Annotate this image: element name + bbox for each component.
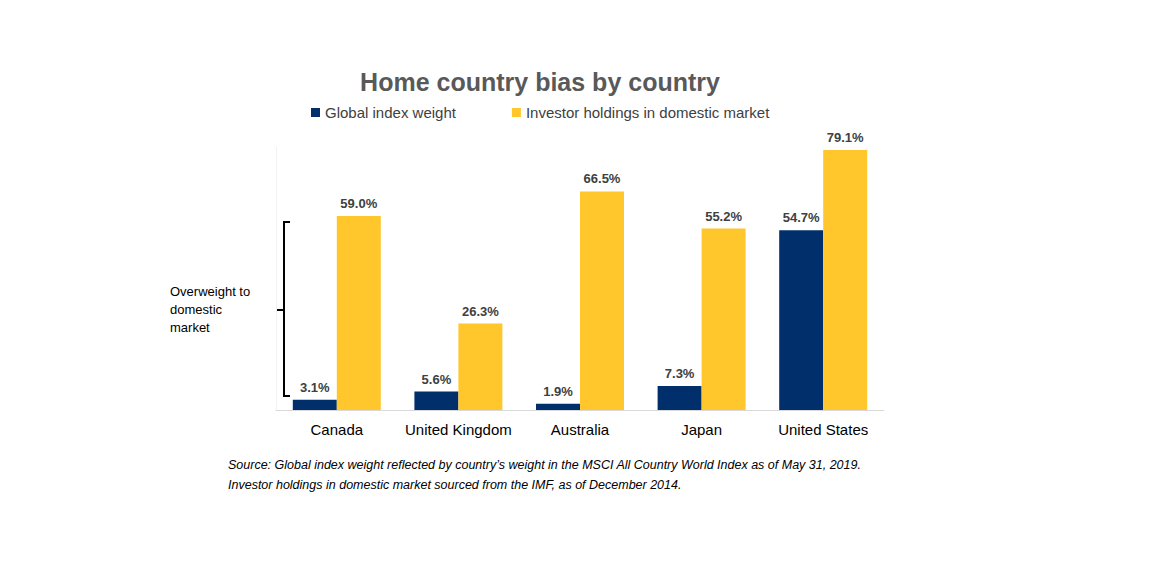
svg-text:Australia: Australia <box>551 421 610 438</box>
svg-text:1.9%: 1.9% <box>543 384 573 399</box>
svg-text:Investor holdings in domestic: Investor holdings in domestic market sou… <box>228 478 681 492</box>
svg-text:Source: Global index weight re: Source: Global index weight reflected by… <box>228 458 861 472</box>
svg-text:54.7%: 54.7% <box>783 210 820 225</box>
svg-text:55.2%: 55.2% <box>705 209 742 224</box>
svg-text:7.3%: 7.3% <box>665 366 695 381</box>
svg-text:Canada: Canada <box>311 421 364 438</box>
svg-text:market: market <box>170 320 210 335</box>
svg-text:66.5%: 66.5% <box>584 171 621 186</box>
svg-text:5.6%: 5.6% <box>422 372 452 387</box>
svg-text:United Kingdom: United Kingdom <box>405 421 512 438</box>
svg-text:3.1%: 3.1% <box>300 380 330 395</box>
svg-text:Investor holdings in domestic: Investor holdings in domestic market <box>526 104 770 121</box>
svg-text:domestic: domestic <box>170 302 223 317</box>
svg-text:79.1%: 79.1% <box>827 130 864 145</box>
svg-text:26.3%: 26.3% <box>462 304 499 319</box>
svg-text:59.0%: 59.0% <box>340 196 377 211</box>
svg-text:Home country bias by country: Home country bias by country <box>360 68 720 96</box>
svg-text:Japan: Japan <box>681 421 722 438</box>
svg-text:Global index weight: Global index weight <box>325 104 457 121</box>
svg-text:Overweight to: Overweight to <box>170 284 250 299</box>
svg-text:United States: United States <box>778 421 868 438</box>
